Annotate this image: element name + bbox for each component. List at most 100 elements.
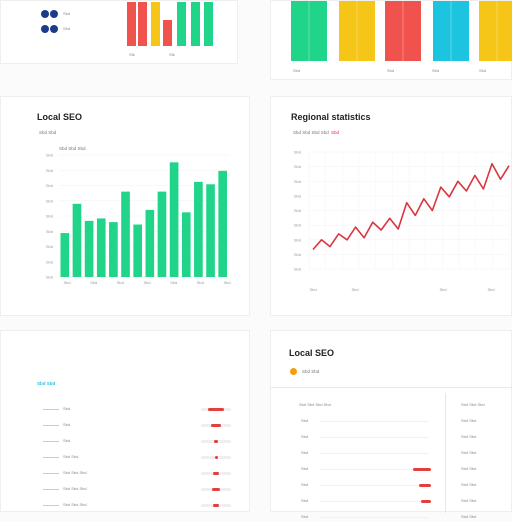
row-value: Sbd Sbd <box>461 498 477 503</box>
row-label: Sbd <box>63 438 71 443</box>
bar <box>84 220 94 277</box>
tick-label: Sbd <box>293 68 301 73</box>
tick-label: Sbd <box>387 68 395 73</box>
tick-label: Sbd <box>479 68 487 73</box>
legend-dot-icon <box>290 368 297 375</box>
card-subtitle-accent: Sbd <box>331 130 340 135</box>
row-rule <box>319 501 429 502</box>
column-header: Sbd Sbd Sbd <box>461 402 485 407</box>
row-value: Sbd Sbd <box>461 450 477 455</box>
card-subtitle: Sbd Sbd Sbd Sbd <box>293 130 329 135</box>
progress-fill <box>213 472 219 475</box>
table-row: Sbd Sbd Sbd <box>271 450 512 458</box>
row-label: Sbd <box>301 466 309 471</box>
tick-label: Sbd <box>432 68 440 73</box>
x-tick-label: Sbd <box>487 287 494 292</box>
row-value: Sbd Sbd <box>461 418 477 423</box>
bar <box>194 181 203 277</box>
top-right-bar-chart <box>291 1 512 61</box>
bar <box>60 233 70 277</box>
row-label: Sbd <box>63 406 71 411</box>
list-item: Sbd Sbd Sbd <box>1 502 251 510</box>
row-label: Sbd <box>301 434 309 439</box>
divider <box>445 393 446 513</box>
bar <box>169 162 179 277</box>
row-label: Sbd Sbd Sbd <box>63 486 87 491</box>
section-heading: Sbd Sbd <box>37 381 56 386</box>
row-rule <box>319 453 429 454</box>
legend-label: Sbd Sbd <box>302 369 320 374</box>
y-tick-label: Sbd <box>46 183 53 188</box>
row-label: Sbd <box>301 450 309 455</box>
row-label: Sbd <box>301 498 309 503</box>
row-value: Sbd Sbd <box>461 482 477 487</box>
x-tick-label: Sbd <box>90 280 97 285</box>
card-title: Regional statistics <box>291 112 371 122</box>
list-item: Sbd Sbd <box>1 454 251 462</box>
bar <box>145 209 155 277</box>
y-tick-label: Sbd <box>294 150 301 155</box>
list-item: Sbd Sbd Sbd <box>1 486 251 494</box>
table-row: Sbd Sbd Sbd <box>271 498 512 506</box>
card-subtitle: Sbd Sbd <box>39 130 57 135</box>
bar <box>96 218 106 277</box>
y-tick-label: Sbd <box>46 214 53 219</box>
legend-dot-icon <box>50 25 58 33</box>
row-label: Sbd <box>301 482 309 487</box>
row-rule <box>43 489 59 490</box>
top-right-card: Sbd Sbd Sbd Sbd <box>270 0 512 80</box>
y-tick-label: Sbd <box>294 237 301 242</box>
bar <box>479 1 512 61</box>
local-seo-bar-chart: Sbd Sbd Sbd Sbd Sbd Sbd Sbd Sbd Sbd Sbd Sbd Sbd Sbd… <box>46 153 231 286</box>
row-rule <box>43 425 59 426</box>
progress-fill <box>413 468 431 471</box>
y-tick-label: Sbd <box>294 208 301 213</box>
progress-fill <box>212 488 220 491</box>
table-row: Sbd Sbd Sbd <box>271 466 512 474</box>
y-tick-label: Sbd <box>294 223 301 228</box>
y-tick-label: Sbd <box>46 259 53 264</box>
bar <box>191 2 200 46</box>
row-value: Sbd Sbd <box>461 514 477 519</box>
bar <box>151 2 160 46</box>
bottom-left-card: Sbd Sbd Sbd Sbd Sbd Sbd Sbd Sbd Sbd Sbd Sbd S… <box>0 330 250 512</box>
bar <box>163 20 172 46</box>
row-label: Sbd <box>301 514 309 519</box>
x-tick-label: Sbd <box>143 280 150 285</box>
axis-label: Stk <box>129 52 135 57</box>
row-rule <box>319 517 429 518</box>
progress-fill <box>207 408 225 411</box>
row-rule <box>319 469 429 470</box>
legend-label: Sbd <box>63 11 71 16</box>
table-row: Sbd Sbd Sbd <box>271 418 512 426</box>
row-label: Sbd Sbd Sbd <box>63 470 87 475</box>
progress-fill <box>421 500 431 503</box>
row-label: Sbd <box>301 418 309 423</box>
y-tick-label: Sbd <box>294 179 301 184</box>
list-item: Sbd <box>1 438 251 446</box>
bar <box>218 170 227 277</box>
bar <box>206 184 215 277</box>
progress-fill <box>213 504 219 507</box>
table-row: Sbd Sbd Sbd <box>271 514 512 522</box>
x-tick-label: Sbd <box>170 280 177 285</box>
progress-fill <box>213 440 219 443</box>
bar <box>109 222 118 277</box>
y-tick-label: Sbd <box>294 267 301 272</box>
regional-statistics-card: Regional statistics Sbd Sbd Sbd Sbd Sbd … <box>270 96 512 316</box>
legend-dot-icon <box>41 10 49 18</box>
bar <box>127 2 136 46</box>
bar <box>204 2 213 46</box>
x-tick-label: Sbd <box>351 287 358 292</box>
progress-fill <box>419 484 431 487</box>
row-label: Sbd <box>63 422 71 427</box>
table-row: Sbd Sbd Sbd <box>271 434 512 442</box>
list-item: Sbd Sbd Sbd <box>1 470 251 478</box>
progress-fill <box>214 456 218 459</box>
y-tick-label: Sbd <box>46 229 53 234</box>
y-tick-label: Sbd <box>46 168 53 173</box>
row-rule <box>43 505 59 506</box>
progress-fill <box>210 424 222 427</box>
bar <box>72 203 82 277</box>
y-tick-label: Sbd <box>46 275 53 280</box>
